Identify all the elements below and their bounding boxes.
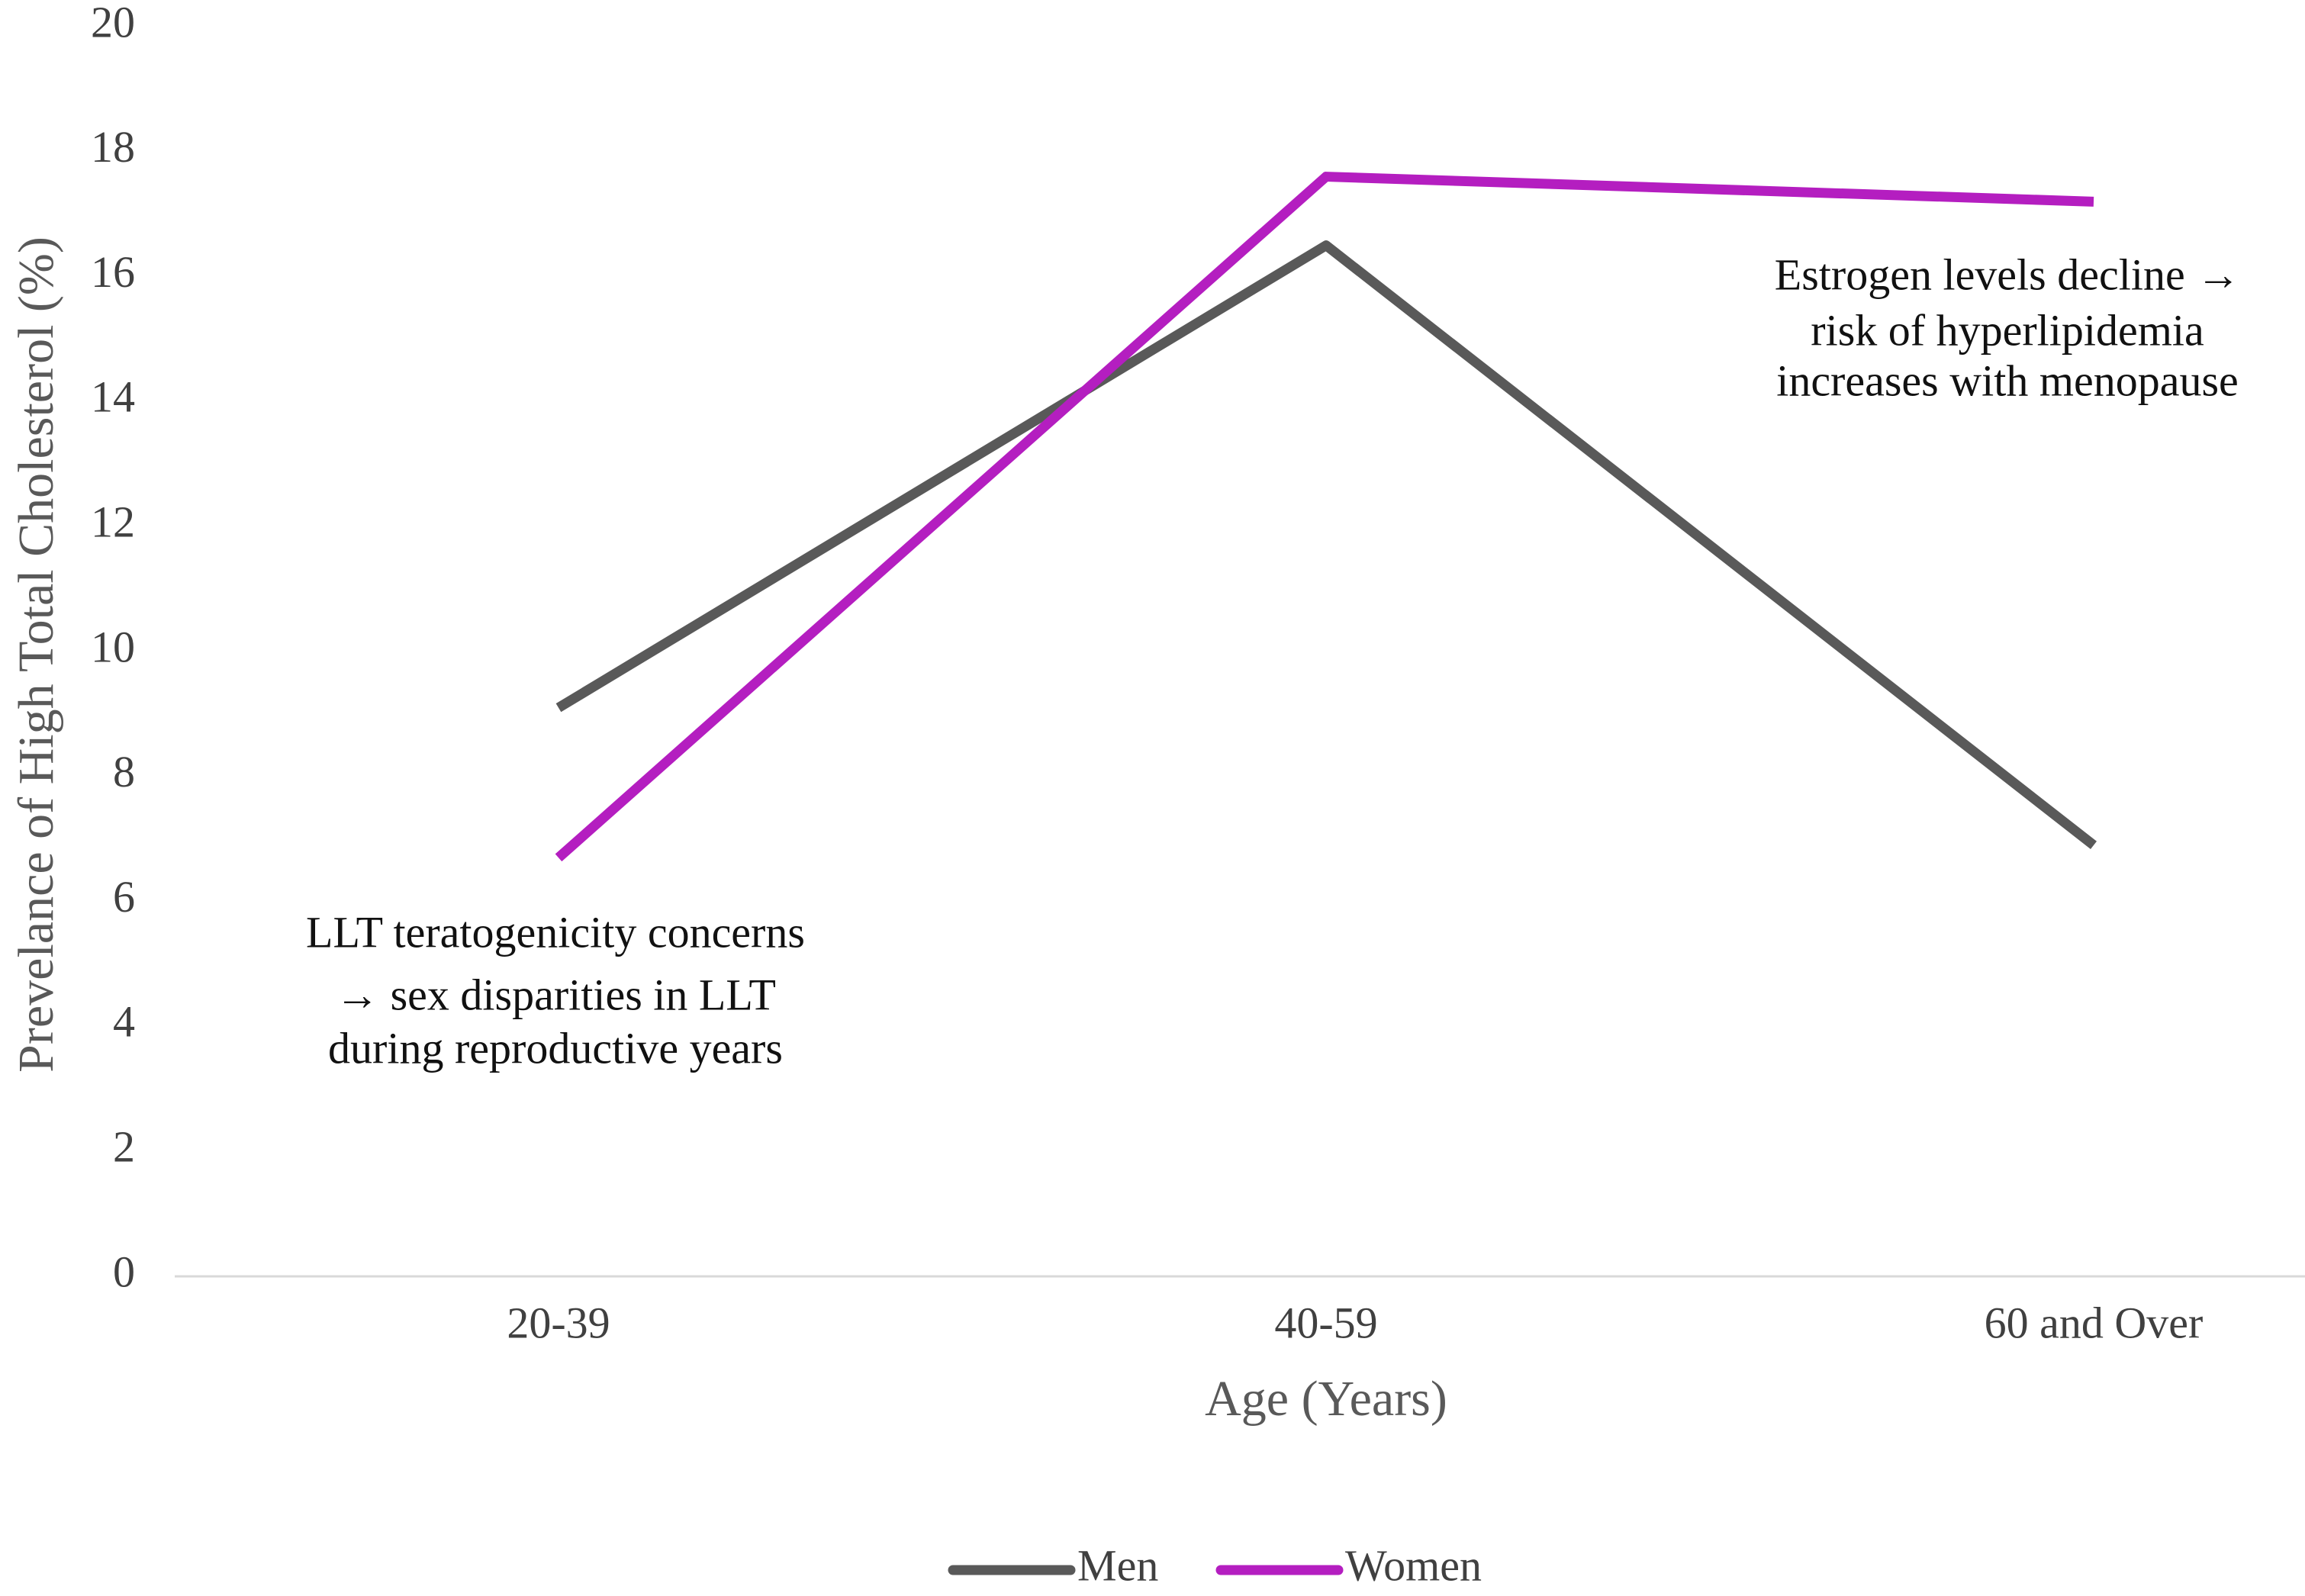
annotation: Estrogen levels decline → (1775, 249, 2240, 299)
legend-label: Men (1077, 1540, 1158, 1590)
annotation: risk of hyperlipidemia (1811, 305, 2204, 355)
x-axis-title: Age (Years) (1205, 1371, 1447, 1427)
y-tick-label: 12 (91, 497, 135, 547)
y-tick-label: 10 (91, 622, 135, 671)
y-tick-label: 4 (113, 997, 135, 1047)
y-axis-title: Prevelance of High Total Cholesterol (%) (8, 237, 64, 1073)
annotation: increases with menopause (1776, 356, 2239, 405)
x-tick-label: 40-59 (1274, 1298, 1377, 1347)
y-tick-label: 16 (91, 247, 135, 297)
x-tick-label: 20-39 (507, 1298, 610, 1347)
legend-label: Women (1345, 1540, 1482, 1590)
x-tick-label: 60 and Over (1985, 1298, 2204, 1347)
y-tick-label: 18 (91, 122, 135, 172)
y-tick-label: 2 (113, 1122, 135, 1172)
annotation: LLT teratogenicity concerns (306, 907, 805, 957)
series-line (555, 240, 2097, 850)
y-tick-label: 6 (113, 872, 135, 922)
y-tick-label: 8 (113, 747, 135, 796)
y-tick-label: 14 (91, 372, 135, 422)
y-tick-label: 20 (91, 0, 135, 47)
y-tick-label: 0 (113, 1247, 135, 1296)
series-line (555, 172, 2094, 862)
annotation: → sex disparities in LLT (335, 970, 776, 1019)
annotation: during reproductive years (328, 1023, 783, 1073)
